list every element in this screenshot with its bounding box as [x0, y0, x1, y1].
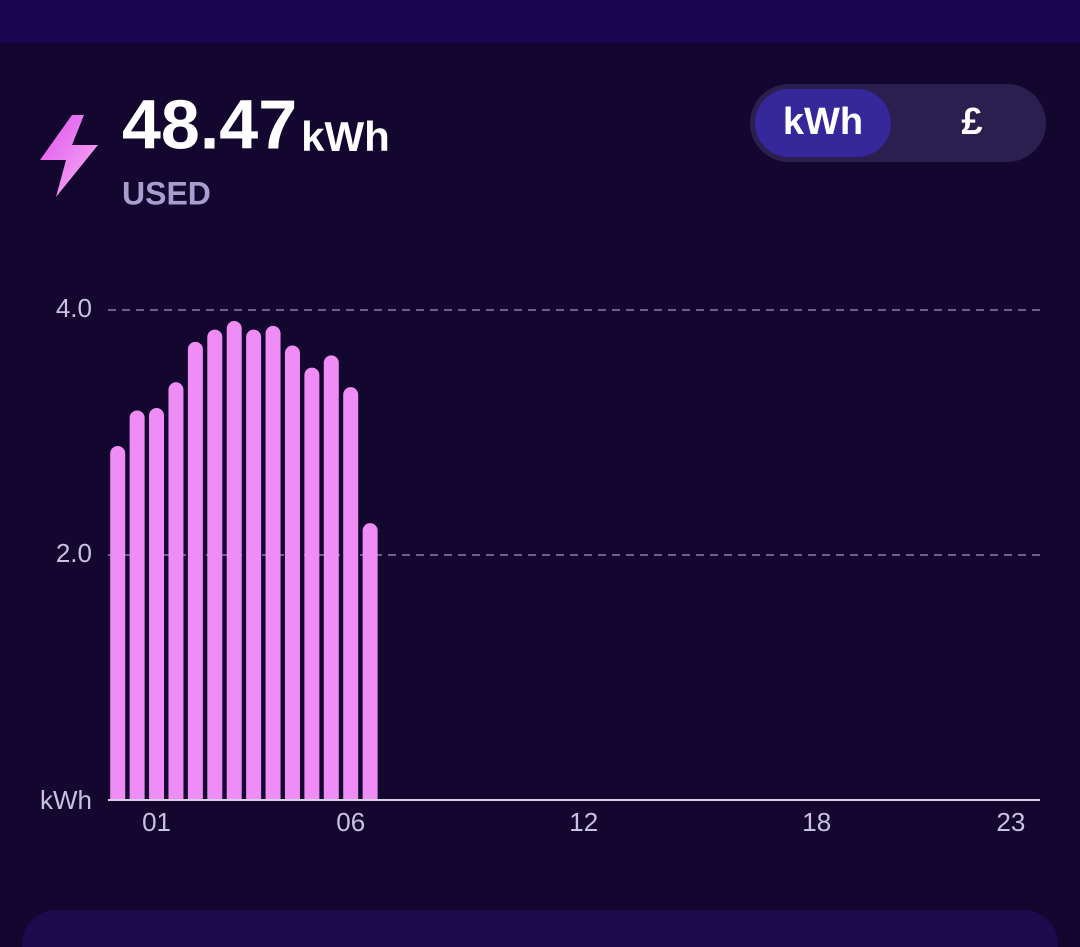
x-tick-label: 06 [336, 807, 365, 837]
x-tick-label: 12 [569, 807, 598, 837]
top-bar [0, 0, 1080, 43]
bar [226, 321, 242, 800]
bar [265, 325, 281, 800]
toggle-option[interactable]: £ [961, 101, 982, 143]
bar [284, 345, 300, 800]
y-tick-label: 4.0 [56, 293, 92, 323]
y-tick-label: 2.0 [56, 538, 92, 568]
x-tick-label: 23 [996, 807, 1025, 837]
bar [343, 387, 359, 800]
bar [362, 523, 378, 800]
bar [149, 408, 165, 800]
x-tick-label: 18 [802, 807, 831, 837]
usage-value: 48.47 [122, 85, 297, 163]
usage-label: USED [122, 175, 211, 211]
bar [207, 329, 223, 800]
bar [129, 410, 145, 800]
toggle-selected [755, 89, 891, 157]
toggle-option[interactable]: kWh [783, 101, 863, 143]
x-tick-label: 01 [142, 807, 171, 837]
bolt-icon [40, 115, 98, 197]
bar [246, 329, 262, 800]
bar [304, 367, 320, 800]
bar [168, 382, 184, 800]
y-axis-label: kWh [40, 785, 92, 815]
bottom-card [22, 910, 1058, 947]
usage-unit: kWh [301, 113, 390, 160]
bar [187, 341, 203, 800]
bar [110, 445, 126, 800]
bar [323, 355, 339, 800]
